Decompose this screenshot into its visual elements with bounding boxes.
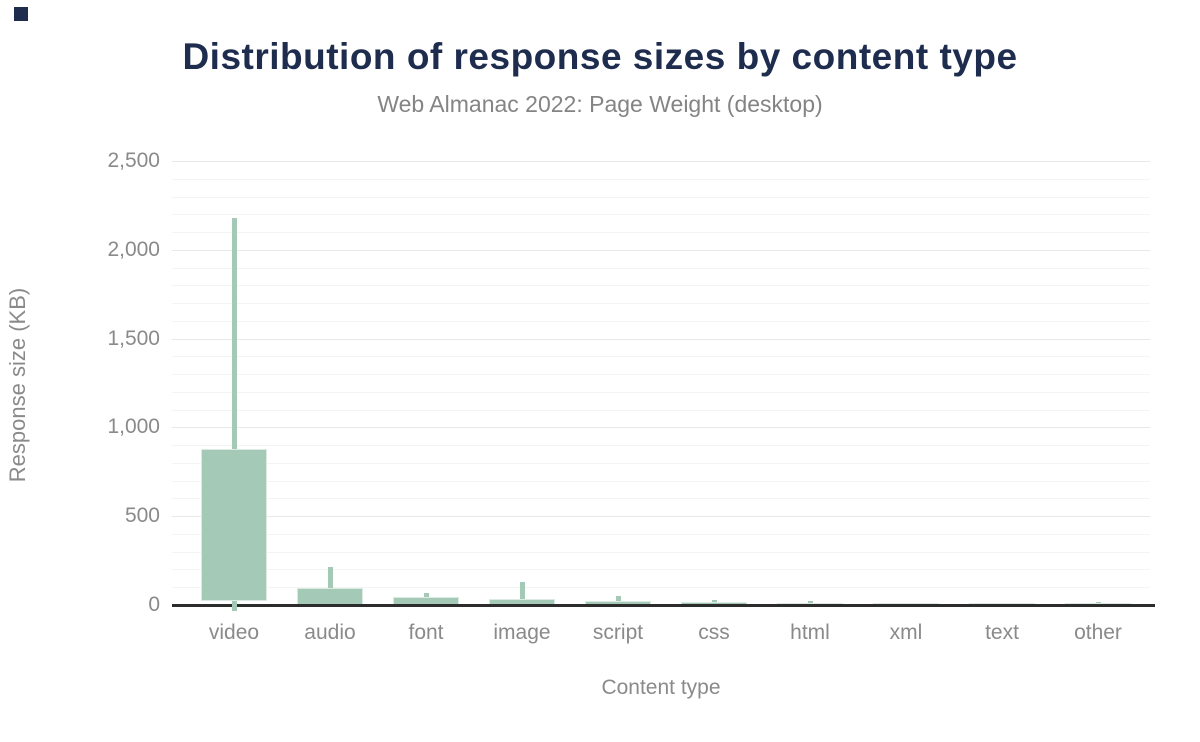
whisker-high-image	[519, 582, 525, 599]
gridline-minor	[172, 445, 1150, 447]
x-axis-line	[172, 604, 1155, 607]
gridline-major	[172, 161, 1150, 162]
whisker-high-css	[711, 600, 717, 603]
x-tick-label-video: video	[208, 621, 260, 644]
gridline-minor	[172, 320, 1150, 322]
box-video	[201, 448, 267, 601]
gridline-minor	[172, 232, 1150, 234]
whisker-high-other	[1095, 602, 1101, 604]
y-tick-label: 500	[124, 504, 160, 528]
gridline-major	[172, 427, 1150, 429]
gridline-minor	[172, 178, 1150, 180]
gridline-minor	[172, 303, 1150, 305]
whisker-high-font	[423, 593, 429, 597]
brand-square	[14, 7, 28, 21]
gridline-minor	[172, 569, 1150, 571]
gridline-minor	[172, 462, 1150, 464]
chart-subtitle: Web Almanac 2022: Page Weight (desktop)	[377, 91, 823, 117]
x-tick-label-font: font	[408, 621, 444, 644]
gridline-major	[172, 516, 1150, 518]
gridline-minor	[172, 391, 1150, 393]
whisker-high-script	[615, 596, 621, 601]
whisker-high-html	[807, 601, 813, 604]
gridline-minor	[172, 356, 1150, 358]
x-tick-label-audio: audio	[304, 621, 356, 644]
gridline-minor	[172, 551, 1150, 553]
x-tick-label-css: css	[698, 621, 730, 644]
y-tick-label: 1,500	[107, 326, 160, 350]
x-tick-label-xml: xml	[889, 621, 923, 644]
gridline-minor	[172, 498, 1150, 500]
x-tick-label-image: image	[493, 621, 551, 644]
gridline-minor	[172, 374, 1150, 376]
y-tick-label: 0	[148, 593, 160, 616]
x-axis-title: Content type	[601, 676, 721, 699]
y-tick-label: 2,500	[107, 149, 160, 172]
x-tick-label-text: text	[985, 621, 1019, 644]
box-audio	[297, 588, 363, 605]
whisker-high-video	[231, 217, 237, 449]
y-axis-title: Response size (KB)	[5, 287, 30, 483]
gridline-major	[172, 338, 1150, 340]
x-tick-label-html: html	[790, 621, 830, 644]
gridline-minor	[172, 480, 1150, 482]
whisker-low-video	[231, 600, 237, 611]
gridline-minor	[172, 214, 1150, 216]
gridline-minor	[172, 533, 1150, 535]
gridline-minor	[172, 196, 1150, 198]
gridline-minor	[172, 267, 1150, 269]
chart-title: Distribution of response sizes by conten…	[182, 36, 1018, 77]
x-tick-label-script: script	[592, 621, 644, 644]
plot-area	[172, 161, 1150, 611]
gridline-minor	[172, 409, 1150, 411]
gridline-major	[172, 249, 1150, 251]
x-tick-label-other: other	[1074, 621, 1122, 644]
y-tick-label: 2,000	[107, 237, 160, 261]
gridline-minor	[172, 587, 1150, 589]
y-tick-label: 1,000	[107, 415, 160, 439]
gridline-minor	[172, 285, 1150, 287]
whisker-high-audio	[327, 566, 333, 589]
